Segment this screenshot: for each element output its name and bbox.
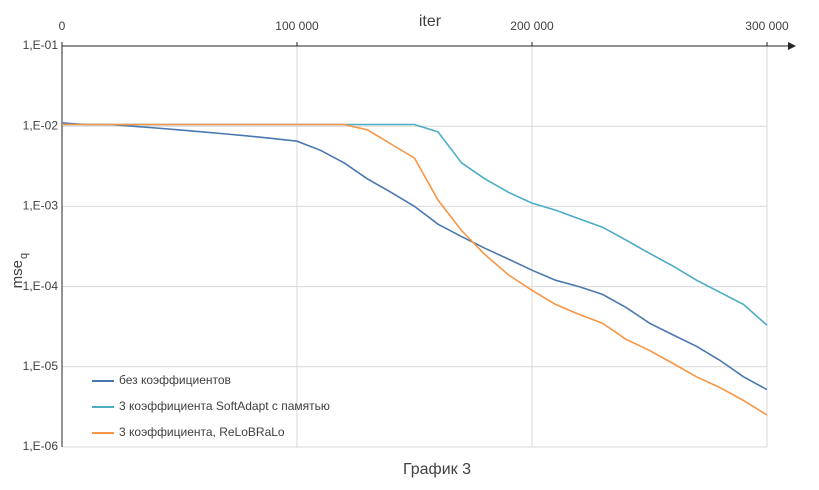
y-tick-label: 1,E-03 [23,199,59,213]
x-tick-label: 200 000 [510,19,554,33]
y-axis-title-main: mse [9,260,26,288]
series-line [61,122,768,391]
y-axis-title-sub: q [18,253,30,259]
y-tick-label: 1,E-04 [23,279,59,293]
y-tick-label: 1,E-05 [23,359,59,373]
legend-label: без коэффициентов [119,373,231,387]
x-tick-label: 300 000 [745,19,789,33]
x-tick-label: 100 000 [275,19,319,33]
x-tick-label: 0 [59,19,66,33]
y-tick-label: 1,E-01 [23,38,59,52]
series-line [62,123,768,326]
y-tick-label: 1,E-02 [23,118,59,132]
series-line [62,123,768,416]
legend-label: 3 коэффициента, ReLoBRaLo [119,425,285,439]
y-tick-label: 1,E-06 [23,439,59,453]
x-axis-title: iter [419,13,442,30]
legend-label: 3 коэффициента SoftAdapt с памятью [119,399,330,413]
y-axis-title: mse q [9,253,30,288]
chart-title: График 3 [403,461,471,478]
x-axis-arrow [788,42,796,50]
